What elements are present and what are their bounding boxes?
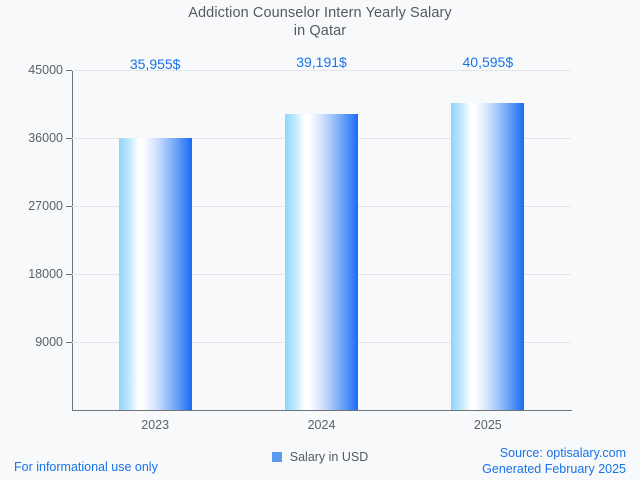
x-tick-label-2025: 2025 (473, 418, 502, 432)
y-tick-mark-9000 (66, 342, 72, 343)
y-tick-label-18000: 18000 (28, 267, 63, 281)
y-tick-mark-18000 (66, 274, 72, 275)
value-label-2024: 39,191$ (296, 54, 347, 70)
bar-2024[interactable] (285, 113, 358, 410)
y-tick-label-45000: 45000 (28, 63, 63, 77)
bar-2023[interactable] (118, 138, 192, 410)
y-tick-mark-36000 (66, 138, 72, 139)
plot-area: 45000 36000 27000 18000 9000 (28, 63, 571, 410)
y-tick-label-9000: 9000 (35, 335, 63, 349)
footer-generated: Generated February 2025 (482, 462, 626, 476)
gridline-45000: 45000 (28, 63, 571, 77)
footer-source: Source: optisalary.com (499, 446, 626, 460)
chart-legend: Salary in USD (0, 450, 640, 464)
x-axis-line (72, 410, 572, 411)
footer-source-block: Source: optisalary.com Generated Februar… (482, 445, 626, 477)
y-tick-label-36000: 36000 (28, 131, 63, 145)
value-label-2023: 35,955$ (129, 56, 181, 73)
chart-title-line-2: in Qatar (293, 23, 347, 39)
chart-title-line-1: Addiction Counselor Intern Yearly Salary (188, 5, 452, 21)
legend-swatch-salary-in-usd (271, 452, 282, 462)
chart-title: Addiction Counselor Intern Yearly Salary… (0, 4, 640, 40)
x-tick-label-2024: 2024 (307, 418, 336, 432)
bar-2025[interactable] (451, 103, 525, 410)
y-axis-line (72, 70, 73, 411)
y-tick-mark-27000 (66, 206, 72, 207)
footer-disclaimer: For informational use only (14, 460, 158, 474)
y-tick-label-27000: 27000 (28, 199, 63, 213)
x-tick-label-2023: 2023 (141, 418, 170, 432)
value-label-2025: 40,595$ (462, 54, 514, 70)
y-tick-mark-45000 (66, 70, 72, 71)
legend-label-salary-in-usd: Salary in USD (289, 450, 369, 464)
